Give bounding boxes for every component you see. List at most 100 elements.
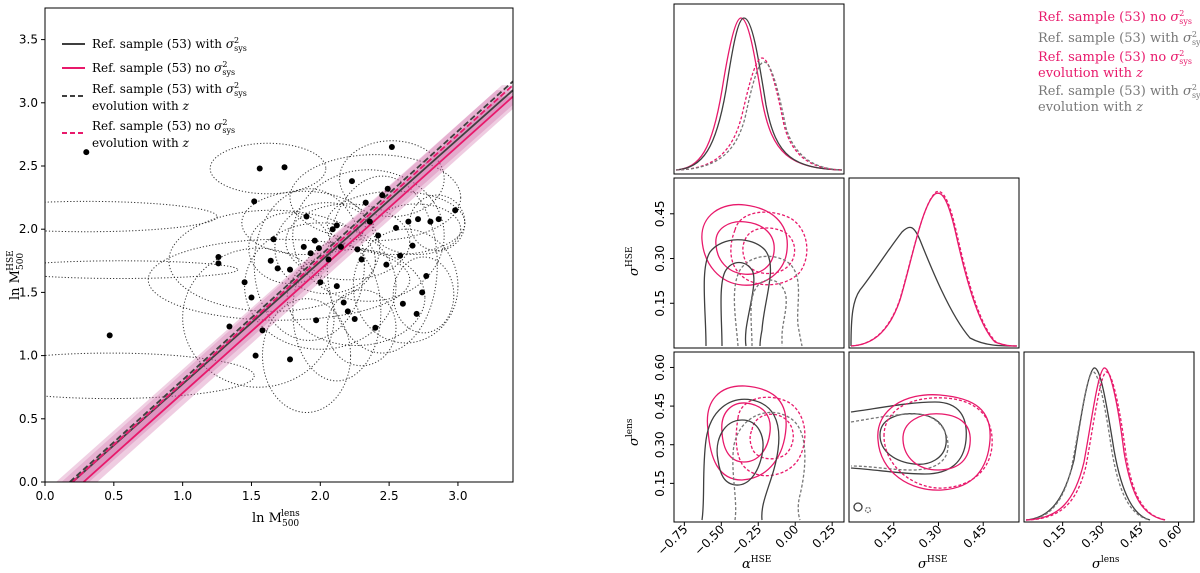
data-point xyxy=(267,257,274,264)
data-points xyxy=(83,144,459,363)
data-point xyxy=(372,324,379,331)
error-ellipse xyxy=(168,209,376,312)
data-point xyxy=(399,300,406,307)
y-tick-label: 1.0 xyxy=(19,349,38,363)
curve-sigmalens-with-sys xyxy=(1025,367,1151,521)
data-point xyxy=(452,207,459,214)
corner-ylabel-sigma-lens: σlens xyxy=(625,418,642,446)
data-point xyxy=(251,198,258,205)
scatter-x-label: ln M500lens xyxy=(252,509,300,529)
data-point xyxy=(287,356,294,363)
legend-label-1: Ref. sample (53) with σ2 sys xyxy=(92,36,247,53)
data-point xyxy=(423,272,430,279)
data-point xyxy=(415,216,422,223)
curve-alpha-no-sys xyxy=(675,17,843,171)
data-point xyxy=(375,232,382,239)
data-point xyxy=(311,237,318,244)
hl-contour-pink-outer xyxy=(877,394,991,491)
error-ellipse xyxy=(286,248,426,346)
corner-x-tick-label: 0.30 xyxy=(916,522,945,551)
corner-panel-alpha-vs-sigma-lens xyxy=(673,351,845,523)
error-ellipse xyxy=(372,203,462,255)
corner-xlabel-alpha-hse: αHSE xyxy=(742,555,771,572)
sigma-hse-curves xyxy=(850,190,1018,347)
corner-x-tick-label: 0.45 xyxy=(961,522,990,551)
x-tick-label: 2.0 xyxy=(311,489,330,503)
data-point xyxy=(215,260,222,267)
error-ellipse xyxy=(261,298,352,413)
corner-panel-alpha-hse-posterior xyxy=(673,3,845,175)
curve-sigmalens-no-sys xyxy=(1025,367,1166,521)
x-tick-label: 2.5 xyxy=(380,489,399,503)
corner-y-tick-label: 0.45 xyxy=(653,393,667,420)
error-ellipse xyxy=(326,289,397,367)
corner-y-tick-label: 0.30 xyxy=(653,431,667,458)
scatter-x-ticks: 0.0 0.5 1.0 1.5 2.0 2.5 3.0 xyxy=(35,482,467,503)
lens-contour-dark-outer xyxy=(701,398,780,521)
data-point xyxy=(393,224,399,231)
error-ellipse xyxy=(244,222,397,350)
corner-y-tick-label: 0.15 xyxy=(653,470,667,497)
data-point xyxy=(383,261,390,268)
data-point xyxy=(384,185,391,192)
lens-contour-pink-inner xyxy=(721,402,771,463)
data-point xyxy=(388,144,395,151)
contour-pink-dashed-outer xyxy=(730,211,808,286)
data-point xyxy=(333,222,340,229)
hl-contour-grey-blob xyxy=(864,506,872,514)
data-point xyxy=(303,213,310,220)
lens-contour-pink-outer xyxy=(706,385,787,481)
legend-label-4: Ref. sample (53) no σ2 sys xyxy=(92,118,235,135)
data-point xyxy=(337,243,344,250)
error-ellipse xyxy=(241,190,367,255)
data-point xyxy=(413,310,420,317)
corner-y-tick-label: 0.15 xyxy=(653,290,667,317)
corner-y-tick-label: 0.45 xyxy=(653,200,667,227)
error-ellipse xyxy=(285,203,411,281)
corner-legend-1: Ref. sample (53) no σ2 sys xyxy=(1038,9,1192,26)
corner-panel-sigma-hse-posterior xyxy=(848,177,1020,349)
lens-contour-pink-dashed-inner xyxy=(749,413,794,460)
y-tick-label: 0.5 xyxy=(19,412,38,426)
error-ellipse xyxy=(339,140,445,218)
scatter-y-label: ln M500HSE xyxy=(6,250,26,300)
x-tick-label: 1.0 xyxy=(173,489,192,503)
corner-x-tick-label: 0.60 xyxy=(1156,522,1185,551)
data-point xyxy=(362,199,369,206)
data-point xyxy=(270,236,277,243)
data-point xyxy=(366,218,373,225)
data-point xyxy=(313,317,320,324)
hl-contour-pink-dashed xyxy=(883,397,993,489)
curve-alpha-no-sys-evol xyxy=(675,57,843,171)
data-point xyxy=(409,242,416,249)
error-ellipse xyxy=(326,175,438,354)
contour-dark-outer xyxy=(703,239,772,347)
corner-x-tick-label: 0.15 xyxy=(871,522,900,551)
contour-grey-dashed-outer xyxy=(733,255,803,347)
hl-contour-dark-blob xyxy=(853,502,863,512)
legend-label-3: Ref. sample (53) with σ2 sys xyxy=(92,81,247,98)
curve-sigmahse-with-sys xyxy=(850,226,1018,347)
curve-sigmahse-no-sys xyxy=(850,192,1018,347)
corner-x-tick-label: 0.25 xyxy=(810,522,839,551)
legend-label-3b: evolution with z xyxy=(92,99,190,113)
data-point xyxy=(358,256,365,263)
error-ellipse xyxy=(253,188,365,341)
x-tick-label: 0.0 xyxy=(35,489,54,503)
error-ellipse xyxy=(45,260,239,279)
error-ellipse xyxy=(392,256,455,334)
x-tick-label: 1.5 xyxy=(242,489,261,503)
contour-pink-inner xyxy=(715,221,775,275)
error-ellipses xyxy=(45,140,466,413)
y-tick-label: 2.0 xyxy=(19,222,38,236)
corner-panel-sigma-lens-posterior xyxy=(1023,351,1195,523)
alpha-sigmalens-contours xyxy=(701,385,806,521)
scatter-panel: 0.0 0.5 1.0 1.5 2.0 2.5 3.0 0.0 0.5 1.0 1.5 2.0 2.5… xyxy=(6,7,514,529)
corner-x-tick-label: −0.50 xyxy=(692,522,728,558)
data-point xyxy=(435,216,442,223)
alpha-sigmahse-contours xyxy=(701,203,808,347)
curve-alpha-with-sys-evol xyxy=(675,61,843,171)
error-ellipse xyxy=(182,247,335,388)
